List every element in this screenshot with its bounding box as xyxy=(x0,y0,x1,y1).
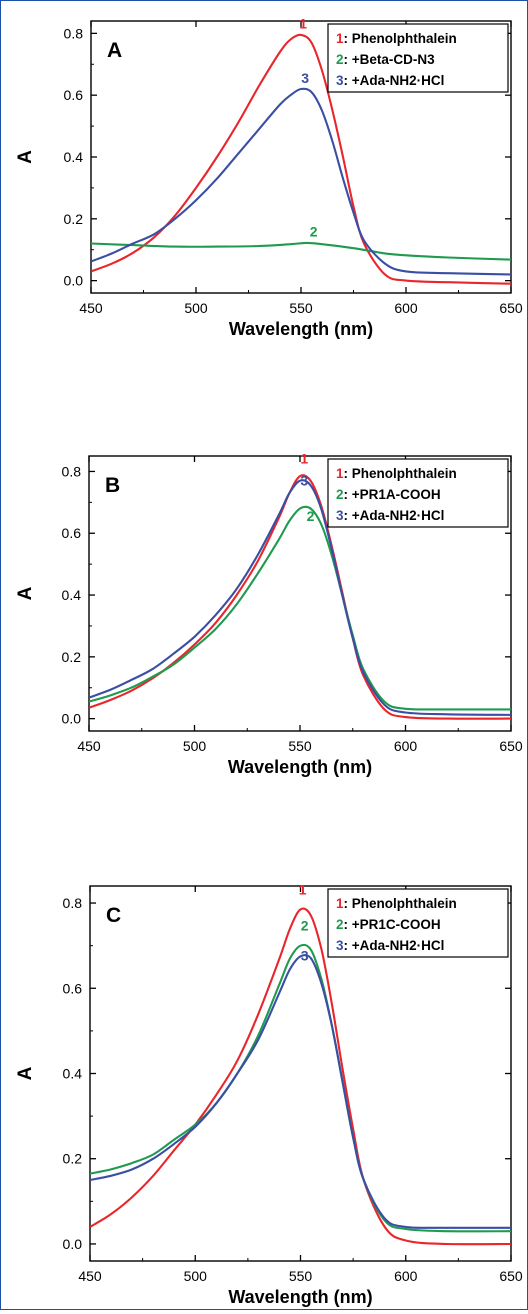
x-tick-label: 600 xyxy=(394,1268,418,1284)
y-tick-label: 0.4 xyxy=(62,587,82,603)
legend-box xyxy=(327,888,509,958)
legend-series-name: +Ada-NH2·HCl xyxy=(352,938,445,953)
chart-panel-b: 450 500 550 600 650 0.0 0.2 0.4 0.6 0.8 Wavelength… xyxy=(15,451,523,777)
y-tick-label: 0.6 xyxy=(63,980,83,996)
x-tick-label: 500 xyxy=(183,738,207,754)
y-tick-label: 0.2 xyxy=(64,211,84,227)
panel-label: C xyxy=(106,904,121,927)
legend-series-name: Phenolphthalein xyxy=(352,896,457,911)
y-tick-label: 0.4 xyxy=(64,149,84,165)
legend-number: 2 xyxy=(336,917,344,932)
legend-number: 3 xyxy=(336,938,344,953)
curve-label: 2 xyxy=(301,918,309,934)
legend-entry: 1: Phenolphthalein xyxy=(336,896,457,911)
curve-label: 1 xyxy=(299,882,307,898)
curve-label: 3 xyxy=(301,70,309,86)
legend-number: 3 xyxy=(336,73,344,88)
x-axis-title: Wavelength (nm) xyxy=(229,319,373,339)
panel-label: B xyxy=(105,474,120,497)
curve-label: 3 xyxy=(300,472,308,488)
curve-label: 3 xyxy=(301,948,309,964)
curve-label: 1 xyxy=(299,16,307,32)
legend-number: 1 xyxy=(336,466,344,481)
curve-label: 2 xyxy=(310,223,318,239)
legend-entry: 2: +PR1C-COOH xyxy=(336,917,441,932)
series-line-3 xyxy=(89,479,511,716)
series-line-3 xyxy=(91,87,511,276)
y-tick-label: 0.0 xyxy=(63,1236,83,1252)
y-tick-label: 0.0 xyxy=(62,711,82,727)
series-line-2 xyxy=(91,241,511,261)
legend-entry: 2: +PR1A-COOH xyxy=(336,487,441,502)
legend-number: 3 xyxy=(336,508,344,523)
x-tick-label: 600 xyxy=(394,300,418,316)
curve-label: 1 xyxy=(300,451,308,467)
y-tick-label: 0.8 xyxy=(62,463,82,479)
legend-series-name: +Ada-NH2·HCl xyxy=(352,508,445,523)
legend-series-name: Phenolphthalein xyxy=(352,466,457,481)
legend-entry: 3: +Ada-NH2·HCl xyxy=(336,73,444,88)
y-tick-label: 0.8 xyxy=(64,25,84,41)
x-tick-label: 650 xyxy=(499,738,523,754)
legend-entry: 1: Phenolphthalein xyxy=(336,466,457,481)
y-axis-title: A xyxy=(15,150,36,164)
chart-panel-c: 450 500 550 600 650 0.0 0.2 0.4 0.6 0.8 Wavelength… xyxy=(15,882,523,1307)
x-tick-label: 650 xyxy=(499,300,523,316)
legend-entry: 2: +Beta-CD-N3 xyxy=(336,52,435,67)
series-line-1 xyxy=(90,907,511,1246)
x-tick-label: 550 xyxy=(289,300,313,316)
y-axis-title: A xyxy=(15,586,36,600)
legend-series-name: +PR1C-COOH xyxy=(352,917,441,932)
chart-panel-a: 450 500 550 600 650 0.0 0.2 0.4 0.6 0.8 Wavelength… xyxy=(15,16,523,339)
x-tick-label: 500 xyxy=(184,1268,208,1284)
legend-box xyxy=(327,458,509,528)
legend-entry: 3: +Ada-NH2·HCl xyxy=(336,938,444,953)
panel-label: A xyxy=(107,39,122,62)
legend-series-name: +Ada-NH2·HCl xyxy=(352,73,445,88)
y-axis-title: A xyxy=(15,1066,36,1080)
legend-series-name: +Beta-CD-N3 xyxy=(352,52,435,67)
x-tick-label: 450 xyxy=(79,300,103,316)
legend-series-name: +PR1A-COOH xyxy=(352,487,441,502)
x-tick-label: 550 xyxy=(288,738,312,754)
legend-number: 1 xyxy=(336,896,344,911)
x-tick-label: 450 xyxy=(77,738,101,754)
y-tick-label: 0.0 xyxy=(64,273,84,289)
legend-number: 2 xyxy=(336,487,344,502)
y-tick-label: 0.6 xyxy=(62,525,82,541)
legend-number: 2 xyxy=(336,52,344,67)
legend-series-name: Phenolphthalein xyxy=(352,31,457,46)
x-tick-label: 500 xyxy=(184,300,208,316)
x-tick-label: 650 xyxy=(499,1268,523,1284)
legend-box xyxy=(327,23,509,93)
y-tick-label: 0.2 xyxy=(63,1151,83,1167)
curve-label: 2 xyxy=(307,508,315,524)
legend-number: 1 xyxy=(336,31,344,46)
series-line-3 xyxy=(90,953,511,1229)
legend-entry: 1: Phenolphthalein xyxy=(336,31,457,46)
y-tick-label: 0.6 xyxy=(64,87,84,103)
y-tick-label: 0.8 xyxy=(63,895,83,911)
x-tick-label: 550 xyxy=(289,1268,313,1284)
series-line-2 xyxy=(89,505,511,711)
x-tick-label: 600 xyxy=(394,738,418,754)
y-tick-label: 0.2 xyxy=(62,649,82,665)
x-axis-title: Wavelength (nm) xyxy=(228,757,372,777)
series-line-2 xyxy=(90,943,511,1233)
y-tick-label: 0.4 xyxy=(63,1066,83,1082)
legend-entry: 3: +Ada-NH2·HCl xyxy=(336,508,444,523)
x-tick-label: 450 xyxy=(78,1268,102,1284)
x-axis-title: Wavelength (nm) xyxy=(228,1287,372,1307)
